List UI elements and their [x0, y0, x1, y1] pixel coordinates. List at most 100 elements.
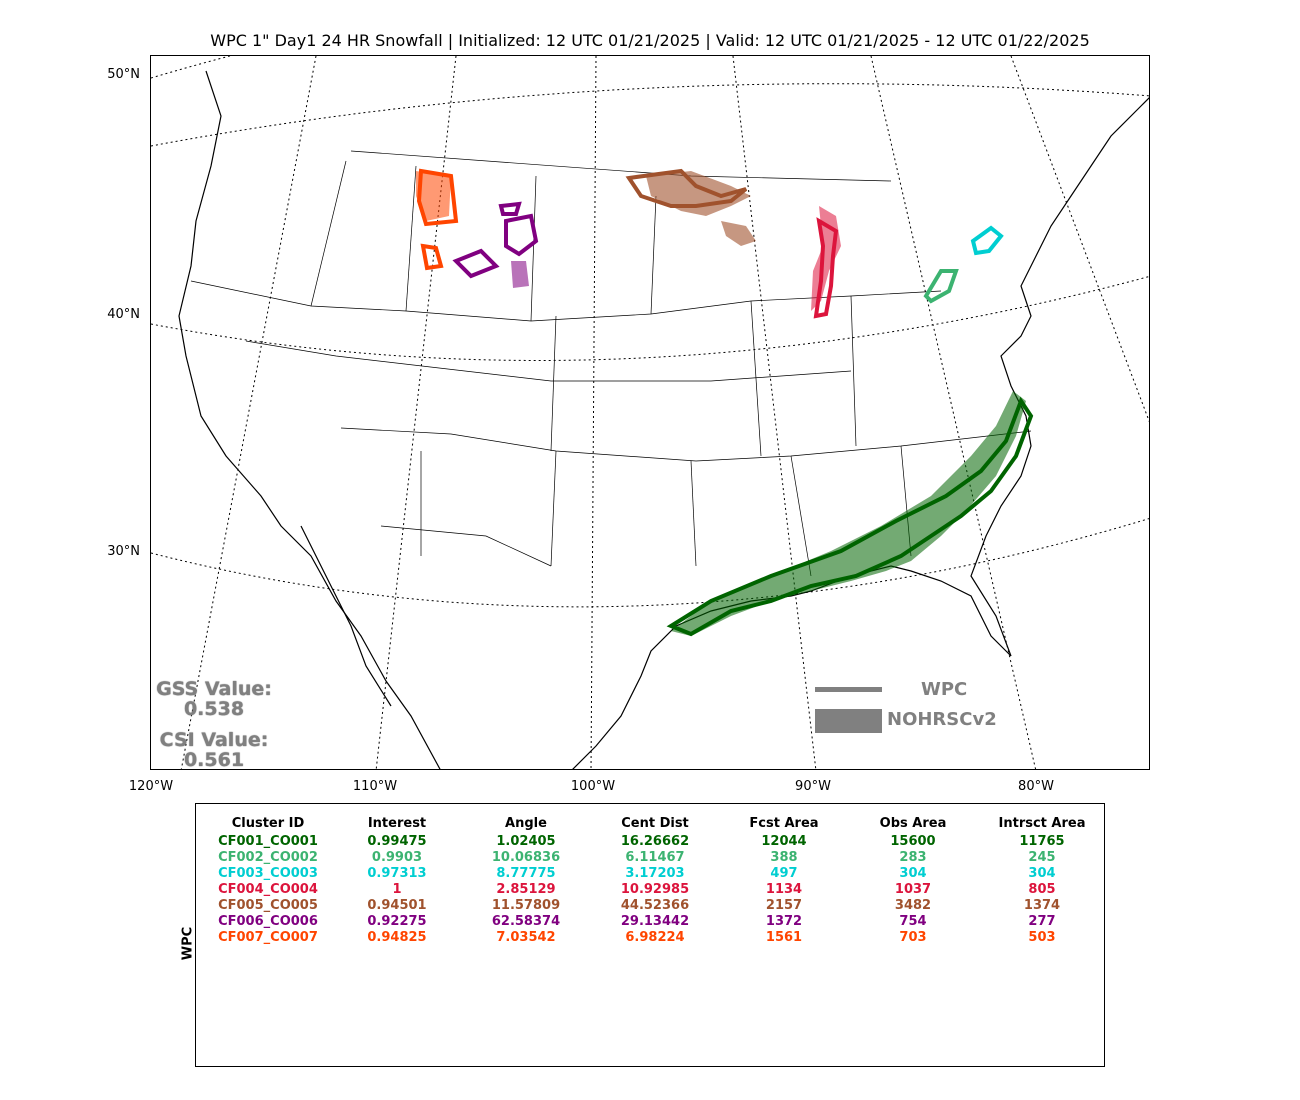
- csi-value: 0.561: [183, 749, 245, 771]
- header-interest: Interest: [367, 816, 427, 831]
- table-cell: 0.99475: [367, 834, 427, 849]
- gss-value: 0.538: [183, 698, 245, 720]
- stats-panel: [195, 803, 1105, 1067]
- table-cell: 2157: [765, 898, 803, 913]
- plot-title: WPC 1" Day1 24 HR Snowfall | Initialized…: [210, 31, 1090, 50]
- table-cell: 1374: [1023, 898, 1061, 913]
- forecast-contours: [416, 168, 1034, 637]
- table-cell: 10.06836: [491, 850, 561, 865]
- table-cell: 7.03542: [496, 930, 556, 945]
- table-cell: 11.57809: [491, 898, 561, 913]
- obs-area-wisconsin: [721, 221, 756, 246]
- lat-label-40: 40°N: [107, 307, 140, 322]
- graticule: [151, 56, 1149, 769]
- table-cell: CF007_CO007: [218, 930, 318, 945]
- table-cell: 0.94501: [367, 898, 427, 913]
- legend-forecast-label: WPC: [921, 679, 968, 700]
- lon-label-110: 110°W: [352, 779, 398, 794]
- lat-label-50: 50°N: [107, 67, 140, 82]
- table-cell: 29.13442: [620, 914, 690, 929]
- fcst-contour-cf007: [416, 168, 459, 271]
- fcst-contour-cf006: [452, 201, 539, 279]
- stats-ylabel: WPC: [180, 926, 196, 961]
- table-cell: 0.94825: [367, 930, 427, 945]
- legend-observed-label: NOHRSCv2: [887, 709, 997, 730]
- table-cell: 44.52366: [620, 898, 690, 913]
- table-cell: 2.85129: [496, 882, 556, 897]
- lon-label-100: 100°W: [570, 779, 616, 794]
- table-cell: 1: [392, 882, 402, 897]
- table-cell: CF005_CO005: [218, 898, 318, 913]
- table-cell: 0.92275: [367, 914, 427, 929]
- table-row: CF005_CO005 0.94501 11.57809 44.52366 2157 34…: [203, 898, 1107, 914]
- obs-area-gulf-coast: [671, 391, 1026, 636]
- table-row: CF006_CO006 0.92275 62.58374 29.13442 1372 75…: [203, 914, 1107, 930]
- map-panel: [150, 55, 1150, 770]
- table-cell: CF006_CO006: [218, 914, 318, 929]
- csi-label: CSI Value:: [159, 729, 269, 751]
- table-cell: 1372: [765, 914, 803, 929]
- header-angle: Angle: [505, 816, 547, 831]
- table-cell: 6.98224: [625, 930, 685, 945]
- table-cell: 12044: [761, 834, 807, 849]
- table-cell: 1561: [765, 930, 803, 945]
- fcst-contour-cf002: [923, 269, 959, 304]
- table-cell: 15600: [890, 834, 936, 849]
- table-cell: 388: [770, 850, 798, 865]
- header-cent-dist: Cent Dist: [621, 816, 689, 831]
- table-cell: CF002_CO002: [218, 850, 318, 865]
- fcst-contour-cf001: [666, 396, 1034, 637]
- stats-table: Cluster ID Interest Angle Cent Dist Fcst…: [203, 814, 1107, 946]
- stats-header-row: Cluster ID Interest Angle Cent Dist Fcst…: [203, 814, 1107, 834]
- table-cell: 1134: [765, 882, 803, 897]
- table-row: CF004_CO004 1 2.85129 10.92985 1134 1037 805: [203, 882, 1107, 898]
- table-cell: 62.58374: [491, 914, 561, 929]
- lon-label-120: 120°W: [128, 779, 174, 794]
- fcst-contour-cf003: [970, 225, 1004, 256]
- obs-area-wyoming: [511, 261, 529, 288]
- table-cell: 754: [899, 914, 927, 929]
- table-row: CF007_CO007 0.94825 7.03542 6.98224 1561 703 5…: [203, 930, 1107, 946]
- table-cell: CF003_CO003: [218, 866, 318, 881]
- table-cell: CF004_CO004: [218, 882, 318, 897]
- obs-area-michigan: [811, 206, 841, 311]
- obs-area-montana: [416, 171, 451, 221]
- table-cell: 805: [1028, 882, 1056, 897]
- header-intrsct-area: Intrsct Area: [998, 816, 1086, 831]
- table-cell: 0.97313: [367, 866, 427, 881]
- table-row: CF001_CO001 0.99475 1.02405 16.26662 12044 15…: [203, 834, 1107, 850]
- table-row: CF003_CO003 0.97313 8.77775 3.17203 497 304 30…: [203, 866, 1107, 882]
- table-cell: 3482: [894, 898, 932, 913]
- table-cell: 1037: [894, 882, 932, 897]
- table-cell: 8.77775: [496, 866, 556, 881]
- table-cell: 0.9903: [371, 850, 423, 865]
- table-cell: 3.17203: [625, 866, 685, 881]
- legend-observed-swatch: [815, 709, 882, 733]
- table-cell: 703: [899, 930, 927, 945]
- table-cell: 11765: [1019, 834, 1065, 849]
- table-cell: 1.02405: [496, 834, 556, 849]
- table-cell: CF001_CO001: [218, 834, 318, 849]
- table-cell: 283: [899, 850, 927, 865]
- table-cell: 497: [770, 866, 798, 881]
- lon-label-90: 90°W: [795, 779, 831, 794]
- table-cell: 16.26662: [620, 834, 690, 849]
- lat-label-30: 30°N: [107, 544, 140, 559]
- basemap-svg: [151, 56, 1149, 769]
- table-cell: 10.92985: [620, 882, 690, 897]
- table-cell: 503: [1028, 930, 1056, 945]
- table-cell: 245: [1028, 850, 1056, 865]
- gss-label: GSS Value:: [156, 678, 272, 700]
- fcst-contour-cf004: [813, 217, 839, 319]
- table-cell: 277: [1028, 914, 1056, 929]
- fcst-contour-cf005: [625, 168, 748, 208]
- legend-forecast-swatch: [815, 687, 882, 692]
- table-row: CF002_CO002 0.9903 10.06836 6.11467 388 283 24…: [203, 850, 1107, 866]
- lon-label-80: 80°W: [1018, 779, 1054, 794]
- table-cell: 6.11467: [625, 850, 685, 865]
- header-cluster-id: Cluster ID: [231, 816, 305, 831]
- header-fcst-area: Fcst Area: [749, 816, 819, 831]
- table-cell: 304: [899, 866, 927, 881]
- observed-snowfall: [416, 171, 1026, 636]
- table-cell: 304: [1028, 866, 1056, 881]
